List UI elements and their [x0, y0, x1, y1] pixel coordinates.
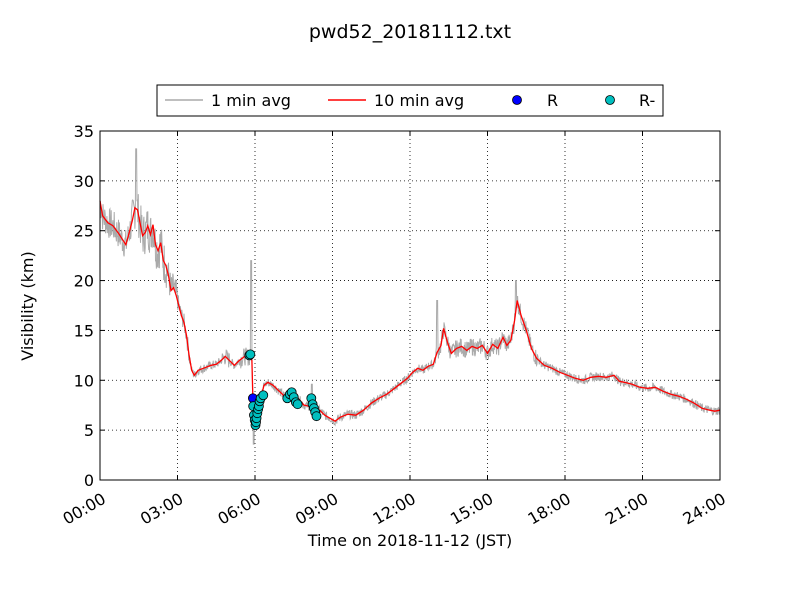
y-tick-label: 25 — [74, 222, 94, 241]
y-tick-label: 5 — [84, 421, 94, 440]
legend-marker-rminus — [605, 95, 615, 105]
marker-r-minus — [245, 349, 256, 360]
x-tick-label: 18:00 — [524, 489, 573, 529]
x-axis-label: Time on 2018-11-12 (JST) — [307, 531, 512, 550]
marker-r-minus — [292, 399, 303, 410]
chart-title: pwd52_20181112.txt — [309, 21, 511, 43]
marker-r-minus — [311, 411, 322, 422]
grid — [100, 131, 720, 480]
x-tick-label: 15:00 — [447, 489, 496, 529]
y-tick-label: 10 — [74, 371, 94, 390]
legend-label-1min: 1 min avg — [211, 91, 291, 110]
y-tick-label: 20 — [74, 272, 94, 291]
legend-label-r: R — [547, 91, 558, 110]
x-tick-label: 24:00 — [679, 489, 728, 529]
x-tick-label: 21:00 — [602, 489, 651, 529]
y-axis-label: Visibility (km) — [18, 251, 37, 360]
legend-box — [156, 84, 664, 117]
y-tick-label: 0 — [84, 471, 94, 490]
series-10min-avg-line — [99, 200, 721, 422]
x-tick-label: 00:00 — [59, 489, 108, 529]
series-1min-avg-line — [99, 148, 721, 445]
legend-label-rminus: R- — [639, 91, 655, 110]
legend: 1 min avg 10 min avg R R- — [156, 84, 664, 117]
legend-marker-r — [512, 95, 522, 105]
y-tick-label: 15 — [74, 321, 94, 340]
x-tick-label: 06:00 — [214, 489, 263, 529]
y-tick-label: 35 — [74, 122, 94, 141]
x-tick-label: 03:00 — [137, 489, 186, 529]
x-tick-label: 09:00 — [292, 489, 341, 529]
x-tick-label: 12:00 — [369, 489, 418, 529]
legend-label-10min: 10 min avg — [374, 91, 464, 110]
y-tick-label: 30 — [74, 172, 94, 191]
axis-ticks: 00:00 03:00 06:00 09:00 12:00 15:00 18:00 21:00… — [59, 122, 728, 529]
plot-series — [99, 148, 721, 445]
marker-r-minus — [258, 390, 269, 401]
